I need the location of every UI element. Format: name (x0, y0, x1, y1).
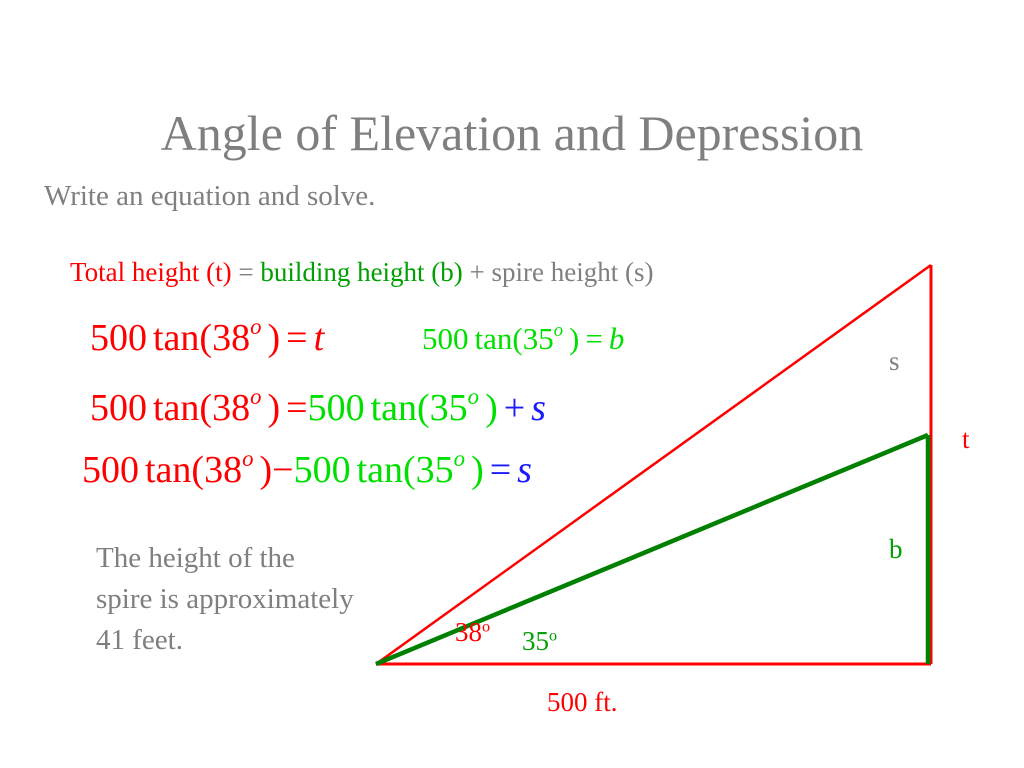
eq3-lhs-degree: o (250, 384, 262, 410)
plus-sign: + (469, 257, 485, 287)
equation-total-height: 500 tan(38o) = t (90, 314, 325, 360)
relationship-statement: Total height (t) = building height (b) +… (70, 257, 654, 288)
eq3-lhs: 500 tan(38o) = (90, 384, 308, 429)
eq1-equals: = (286, 317, 308, 359)
eq2-equals: = (585, 321, 603, 356)
eq3-rhs-degree: o (467, 384, 480, 410)
total-label: t (962, 424, 970, 454)
angle-35-value: 35 (522, 626, 549, 656)
spire-label: s (889, 346, 900, 376)
eq4-b-coef: 500 (293, 449, 351, 491)
equation-solved: 500 tan(38o)−500 tan(35o) = s (82, 446, 532, 492)
eq4-var: s (517, 449, 532, 491)
slide-title: Angle of Elevation and Depression (160, 105, 864, 161)
equals-sign: = (238, 257, 254, 287)
eq3-rhs-close: ) (485, 387, 498, 429)
eq3-lhs-coef: 500 (90, 387, 147, 429)
hypotenuse-building (375, 432, 929, 667)
eq4-b-function: tan(35 (356, 449, 454, 491)
angle-35-degree: o (549, 626, 558, 645)
eq3-rhs: 500 tan(35o) (307, 384, 498, 429)
eq1-function: tan(38 (153, 317, 251, 359)
answer-text: The height of the spire is approximately… (96, 542, 354, 656)
eq3-var: s (531, 387, 546, 429)
eq3-equals: = (286, 387, 308, 429)
equation-building-height: 500 tan(35o) = b (422, 321, 624, 357)
eq4-b: 500 tan(35o) (293, 446, 484, 491)
eq4-minus: − (272, 449, 294, 491)
eq2-function: tan(35 (474, 321, 554, 356)
eq4-b-close: ) (471, 449, 484, 491)
eq2-rhs: b (608, 321, 625, 356)
base-length-label: 500 ft. (547, 687, 618, 717)
eq1-degree: o (250, 314, 262, 340)
eq4-a-coef: 500 (82, 449, 139, 491)
angle-35-label: 35o (522, 626, 557, 657)
building-label: b (889, 534, 903, 564)
hypotenuse-total (375, 263, 932, 666)
eq1-close: ) (267, 317, 281, 359)
eq4-a: 500 tan(38o)− (82, 446, 294, 491)
eq1-rhs: t (313, 317, 325, 359)
spire-height-text: spire height (s) (491, 257, 654, 287)
eq4-equals: = (489, 449, 512, 491)
eq3-rhs-function: tan(35 (370, 387, 468, 429)
eq2-close: ) (569, 321, 580, 356)
angle-38-degree: o (482, 617, 491, 636)
eq1-coef: 500 (90, 317, 147, 359)
eq3-plus: + (503, 387, 526, 429)
slide-subtitle: Write an equation and solve. (44, 180, 376, 212)
eq4-a-close: ) (259, 449, 273, 491)
eq3-lhs-function: tan(38 (153, 387, 251, 429)
equation-combined: 500 tan(38o) =500 tan(35o) + s (90, 384, 546, 430)
angle-38-value: 38 (455, 617, 482, 647)
eq3-rhs-coef: 500 (307, 387, 365, 429)
eq4-b-degree: o (453, 446, 466, 472)
eq2-degree: o (553, 319, 563, 341)
angle-38-label: 38o (455, 617, 490, 648)
eq4-a-degree: o (242, 446, 254, 472)
total-height-text: Total height (t) (70, 257, 232, 287)
eq2-coef: 500 (422, 321, 469, 356)
eq3-lhs-close: ) (267, 387, 281, 429)
eq4-a-function: tan(38 (145, 449, 243, 491)
building-height-text: building height (b) (260, 257, 463, 287)
